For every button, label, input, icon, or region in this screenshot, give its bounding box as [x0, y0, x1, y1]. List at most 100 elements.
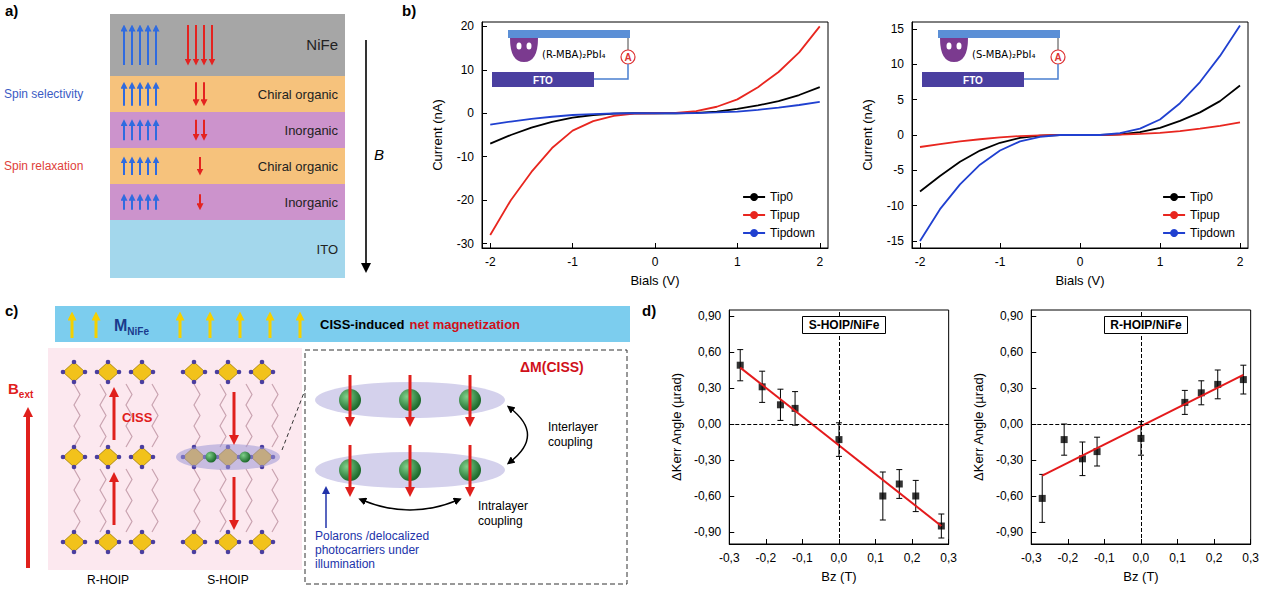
svg-text:0: 0	[897, 128, 904, 142]
svg-text:0,30: 0,30	[1000, 381, 1024, 395]
svg-text:a): a)	[5, 2, 18, 19]
svg-text:-20: -20	[457, 193, 475, 207]
svg-text:S-HOIP: S-HOIP	[207, 573, 248, 587]
svg-text:Intralayer: Intralayer	[478, 499, 528, 513]
svg-text:-0,60: -0,60	[694, 489, 722, 503]
svg-text:R-HOIP: R-HOIP	[87, 573, 129, 587]
svg-text:Tipup: Tipup	[1190, 208, 1220, 222]
svg-text:Bext: Bext	[8, 380, 34, 400]
svg-text:0,3: 0,3	[1242, 551, 1259, 565]
svg-text:0,0: 0,0	[1133, 551, 1150, 565]
svg-text:Interlayer: Interlayer	[548, 420, 598, 434]
svg-text:20: 20	[461, 19, 475, 33]
svg-text:-1: -1	[995, 255, 1006, 269]
svg-text:S-HOIP/NiFe: S-HOIP/NiFe	[809, 318, 880, 332]
svg-text:1: 1	[734, 255, 741, 269]
svg-text:-15: -15	[887, 234, 905, 248]
svg-text:NiFe: NiFe	[306, 36, 338, 53]
svg-text:Current (nA): Current (nA)	[430, 99, 445, 171]
svg-text:0,90: 0,90	[1000, 309, 1024, 323]
svg-text:ΔM(CISS): ΔM(CISS)	[520, 359, 584, 375]
svg-text:-0,1: -0,1	[1094, 551, 1115, 565]
svg-text:photocarriers under: photocarriers under	[315, 543, 419, 557]
svg-text:-0,2: -0,2	[755, 551, 776, 565]
svg-text:-0,90: -0,90	[694, 525, 722, 539]
svg-text:2: 2	[1237, 255, 1244, 269]
svg-text:Bials (V): Bials (V)	[630, 273, 679, 288]
svg-text:2: 2	[816, 255, 823, 269]
svg-text:FTO: FTO	[533, 75, 553, 86]
svg-text:0: 0	[1077, 255, 1084, 269]
svg-text:-0,60: -0,60	[996, 489, 1024, 503]
svg-text:-5: -5	[893, 163, 904, 177]
svg-text:-30: -30	[457, 237, 475, 251]
svg-text:0,30: 0,30	[698, 381, 722, 395]
svg-text:Bz (T): Bz (T)	[821, 569, 856, 584]
svg-text:-0,30: -0,30	[996, 453, 1024, 467]
svg-text:Bz (T): Bz (T)	[1123, 569, 1158, 584]
svg-text:-10: -10	[457, 150, 475, 164]
svg-text:coupling: coupling	[478, 514, 523, 528]
svg-text:-0,90: -0,90	[996, 525, 1024, 539]
svg-text:0,3: 0,3	[940, 551, 957, 565]
svg-text:0,2: 0,2	[1206, 551, 1223, 565]
svg-text:ITO: ITO	[317, 242, 338, 257]
svg-text:Inorganic: Inorganic	[285, 123, 339, 138]
svg-text:0,60: 0,60	[698, 345, 722, 359]
svg-text:-2: -2	[915, 255, 926, 269]
svg-text:0,90: 0,90	[698, 309, 722, 323]
svg-text:CISS-inducednet magnetization: CISS-inducednet magnetization	[320, 317, 520, 332]
svg-text:1: 1	[1157, 255, 1164, 269]
svg-text:0: 0	[467, 106, 474, 120]
html-text:d): d)	[642, 302, 657, 319]
svg-text:-2: -2	[485, 255, 496, 269]
svg-text:Polarons /delocalized: Polarons /delocalized	[315, 529, 429, 543]
svg-text:A: A	[1054, 52, 1061, 63]
svg-text:0,60: 0,60	[1000, 345, 1024, 359]
svg-text:-0,1: -0,1	[792, 551, 813, 565]
svg-text:0,00: 0,00	[698, 417, 722, 431]
svg-text:-0,2: -0,2	[1057, 551, 1078, 565]
svg-text:15: 15	[891, 22, 905, 36]
svg-text:0,1: 0,1	[867, 551, 884, 565]
svg-text:Inorganic: Inorganic	[285, 195, 339, 210]
svg-text:Tipup: Tipup	[770, 208, 800, 222]
svg-text:0,1: 0,1	[1169, 551, 1186, 565]
svg-text:(R-MBA)₂PbI₄: (R-MBA)₂PbI₄	[542, 49, 606, 60]
svg-text:Tip0: Tip0	[1190, 190, 1213, 204]
svg-text:Chiral organic: Chiral organic	[258, 87, 339, 102]
svg-text:-10: -10	[887, 199, 905, 213]
svg-text:0,2: 0,2	[904, 551, 921, 565]
svg-text:CISS: CISS	[122, 410, 153, 425]
svg-text:B: B	[374, 146, 384, 163]
svg-text:ΔKerr Angle (µrad): ΔKerr Angle (µrad)	[971, 373, 986, 481]
svg-text:-0,3: -0,3	[1021, 551, 1042, 565]
svg-text:5: 5	[897, 93, 904, 107]
svg-text:c): c)	[5, 302, 18, 319]
svg-text:-0,30: -0,30	[694, 453, 722, 467]
svg-text:FTO: FTO	[963, 75, 983, 86]
svg-text:Tipdown: Tipdown	[770, 226, 815, 240]
svg-text:10: 10	[891, 57, 905, 71]
svg-text:-1: -1	[567, 255, 578, 269]
svg-text:Chiral organic: Chiral organic	[258, 159, 339, 174]
svg-text:R-HOIP/NiFe: R-HOIP/NiFe	[1110, 318, 1182, 332]
svg-text:10: 10	[461, 63, 475, 77]
svg-text:0,00: 0,00	[1000, 417, 1024, 431]
svg-text:MNiFe: MNiFe	[114, 317, 149, 337]
svg-text:A: A	[624, 52, 631, 63]
svg-text:-0,3: -0,3	[719, 551, 740, 565]
svg-text:Current (nA): Current (nA)	[860, 99, 875, 171]
svg-text:0,0: 0,0	[831, 551, 848, 565]
svg-text:Tipdown: Tipdown	[1190, 226, 1235, 240]
svg-text:Bials (V): Bials (V)	[1055, 273, 1104, 288]
svg-text:coupling: coupling	[548, 435, 593, 449]
svg-text:(S-MBA)₂PbI₄: (S-MBA)₂PbI₄	[972, 49, 1035, 60]
svg-text:0: 0	[652, 255, 659, 269]
html-text:b): b)	[402, 2, 417, 19]
svg-text:illumination: illumination	[315, 557, 375, 571]
svg-text:Spin selectivity: Spin selectivity	[4, 87, 83, 101]
svg-text:Spin relaxation: Spin relaxation	[4, 159, 83, 173]
svg-text:Tip0: Tip0	[770, 190, 793, 204]
svg-text:ΔKerr Angle (µrad): ΔKerr Angle (µrad)	[669, 373, 684, 481]
